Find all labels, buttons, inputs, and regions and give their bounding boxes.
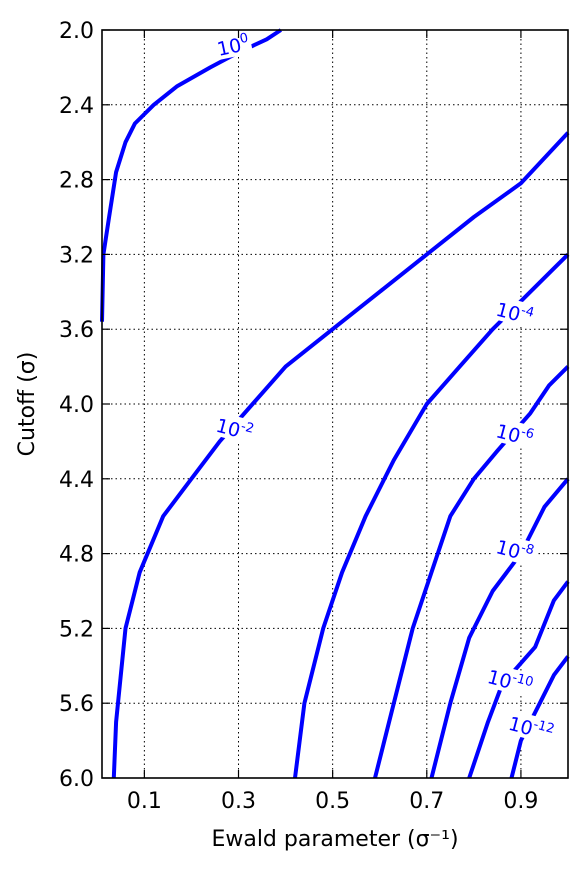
contour-label-exponent: -8 <box>519 541 535 559</box>
y-tick-label: 4.8 <box>59 543 94 568</box>
x-tick-label: 0.7 <box>409 789 444 814</box>
x-tick-label: 0.3 <box>221 789 256 814</box>
contour-label-group: 10-10 <box>482 662 539 699</box>
x-tick-label: 0.1 <box>127 789 162 814</box>
contour-label-exponent: -2 <box>239 419 255 437</box>
y-tick-label: 2.0 <box>59 19 94 44</box>
y-axis-title: Cutoff (σ) <box>15 352 40 457</box>
contour-label-bg <box>210 410 260 446</box>
x-axis-ticks: 0.1 0.3 0.5 0.7 0.9 <box>127 30 538 814</box>
y-tick-label: 2.8 <box>59 169 94 194</box>
contour-label-base: 10 <box>215 34 243 61</box>
contour-lines <box>100 28 570 779</box>
contour-line-1 <box>111 131 570 779</box>
contour-line-6 <box>509 655 570 779</box>
contour-label-group: 10-2 <box>210 410 260 446</box>
contour-label-exponent: 0 <box>238 31 249 47</box>
contour-label: 100 <box>215 31 252 61</box>
y-tick-label: 6.0 <box>59 767 94 792</box>
contour-label-exponent: -10 <box>511 670 535 690</box>
contour-label-exponent: -6 <box>519 425 535 443</box>
contour-label-bg <box>482 662 539 699</box>
contour-line-3 <box>373 365 570 779</box>
x-tick-label: 0.5 <box>315 789 350 814</box>
contour-label-bg <box>490 416 540 452</box>
y-tick-label: 5.2 <box>59 617 94 642</box>
contour-label-bg <box>503 709 560 746</box>
contour-label-bg <box>490 294 540 330</box>
y-axis-ticks: 2.0 2.4 2.8 3.2 3.6 4.0 4.4 4.8 5.2 5.6 6.0 <box>59 19 568 792</box>
y-tick-label: 4.0 <box>59 393 94 418</box>
y-tick-label: 5.6 <box>59 692 94 717</box>
y-tick-label: 2.4 <box>59 94 94 119</box>
contour-line-5 <box>467 580 570 779</box>
contour-label-group: 10-4 <box>490 294 540 330</box>
contour-label: 10-8 <box>494 534 536 567</box>
contour-label-exponent: -4 <box>519 303 535 321</box>
y-tick-label: 3.6 <box>59 318 94 343</box>
contour-line-2 <box>293 252 570 779</box>
contour-label-bg <box>490 532 540 568</box>
contour-label-group: 10-8 <box>490 532 540 568</box>
x-tick-label: 0.9 <box>503 789 538 814</box>
x-axis-title: Ewald parameter (σ⁻¹) <box>211 827 458 852</box>
contour-label-group: 100 <box>212 29 254 61</box>
contour-label-bg <box>212 29 254 61</box>
contour-label-exponent: -12 <box>532 717 556 737</box>
contour-line-4 <box>429 477 570 779</box>
contour-label: 10-10 <box>485 664 535 699</box>
y-tick-label: 4.4 <box>59 468 94 493</box>
y-tick-label: 3.2 <box>59 243 94 268</box>
